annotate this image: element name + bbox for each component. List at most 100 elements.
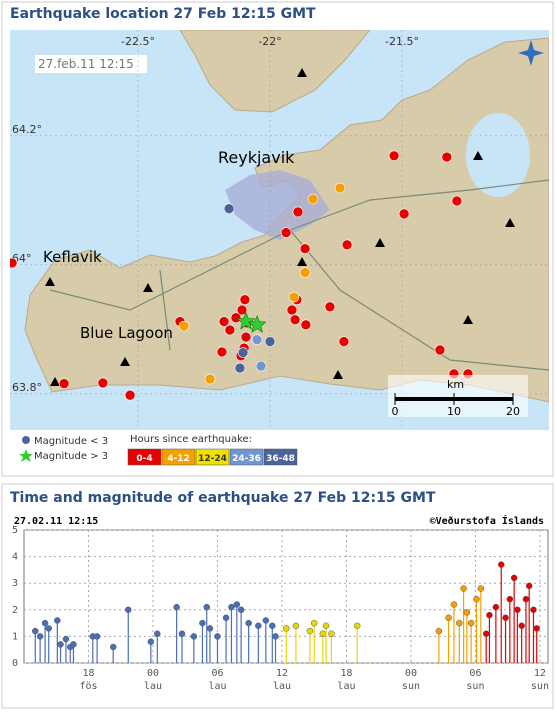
x-tick-label: 00 <box>405 668 417 679</box>
lon-label: -22° <box>258 35 281 48</box>
stem-head <box>93 633 101 640</box>
stem-head <box>206 625 214 632</box>
earthquake <box>334 182 346 194</box>
y-tick-label: 3 <box>12 578 18 589</box>
stem-head <box>518 622 525 630</box>
x-tick-day: fös <box>79 681 97 692</box>
earthquake <box>204 373 216 385</box>
earthquake <box>299 243 311 255</box>
stem-head <box>269 622 276 630</box>
earthquake <box>234 362 246 374</box>
stem-head <box>41 619 49 627</box>
station <box>505 218 515 227</box>
stem-head <box>147 638 155 645</box>
stem-head <box>255 622 262 630</box>
lat-label: 64.2° <box>12 123 42 136</box>
stem-head <box>54 617 61 624</box>
earthquake <box>288 291 300 303</box>
stem-head <box>310 619 318 627</box>
x-tick-label: 06 <box>469 668 481 679</box>
legend-class: 0-4 <box>136 454 152 464</box>
earthquake <box>280 227 292 238</box>
earthquake <box>178 320 190 332</box>
earthquake <box>255 360 267 372</box>
x-tick-day: sun <box>531 681 549 692</box>
lat-label: 63.8° <box>12 381 42 394</box>
stem-head <box>57 641 64 648</box>
stem-head <box>502 614 509 622</box>
earthquake <box>124 389 136 401</box>
station <box>297 257 307 266</box>
stem-head <box>497 561 505 568</box>
lake <box>466 113 530 197</box>
earthquake <box>239 294 251 305</box>
x-tick-day: sun <box>402 681 420 692</box>
y-tick-label: 2 <box>12 605 18 616</box>
legend-class: 24-36 <box>232 454 261 464</box>
compass <box>518 40 544 66</box>
stem-head <box>530 606 537 614</box>
stem-head <box>70 641 77 648</box>
x-tick-label: 06 <box>211 668 223 679</box>
scale-label: 20 <box>506 405 520 418</box>
stem-head <box>445 614 452 622</box>
stem-head <box>463 609 471 616</box>
earthquake <box>338 336 350 347</box>
earthquake <box>216 346 228 358</box>
earthquake <box>451 195 463 207</box>
y-tick-label: 5 <box>12 525 18 536</box>
chart-title: Time and magnitude of earthquake 27 Feb … <box>10 490 436 506</box>
timestamp: 27.feb.11 12:15 <box>38 57 134 71</box>
stem-head <box>522 595 530 603</box>
stem-head <box>460 585 467 592</box>
x-tick-label: 18 <box>340 668 352 679</box>
station <box>45 277 55 286</box>
place-label: Blue Lagoon <box>80 324 173 342</box>
stem-head <box>525 582 533 590</box>
stem-head <box>477 585 485 592</box>
lon-label: -21.5° <box>385 35 419 48</box>
legend-class: 12-24 <box>198 454 227 464</box>
legend-class: 4-12 <box>167 454 190 464</box>
earthquake <box>264 336 276 347</box>
stem-head <box>233 601 241 608</box>
stem-head <box>533 625 540 632</box>
earthquake <box>341 239 353 251</box>
map-frame: 27.feb.11 12:15 -22.5° -22° -21.5°64.2°64°… <box>10 30 549 430</box>
place-label: Reykjavik <box>218 148 295 167</box>
stem-head <box>173 603 180 611</box>
x-tick-label: 00 <box>147 668 159 679</box>
y-tick-label: 4 <box>12 552 18 563</box>
earthquake <box>324 301 336 313</box>
station <box>375 238 385 247</box>
chart-layer: 01234518fös00lau06lau12lau18lau00sun06su… <box>12 525 549 692</box>
stem-head <box>328 630 335 637</box>
y-tick-label: 0 <box>12 658 18 669</box>
legend-label: Magnitude < 3 <box>34 436 108 447</box>
stem-head <box>45 625 52 632</box>
earthquake <box>240 331 252 343</box>
stem-head <box>467 619 475 627</box>
stem-head <box>283 625 290 632</box>
stem-head <box>228 603 235 611</box>
stem-head <box>203 603 210 611</box>
legend-symbol <box>22 436 30 444</box>
earthquake <box>224 324 236 336</box>
earthquake <box>434 344 446 356</box>
station <box>50 377 60 386</box>
scale-unit: km <box>447 378 464 391</box>
x-tick-label: 12 <box>276 668 288 679</box>
earthquake <box>286 304 298 316</box>
x-tick-label: 18 <box>82 668 94 679</box>
y-tick-label: 1 <box>12 631 18 642</box>
lon-label: -22.5° <box>121 35 155 48</box>
timestamp-box <box>35 55 147 73</box>
earthquake <box>230 312 242 324</box>
legend-swatch <box>161 448 196 466</box>
stem-head <box>190 633 198 640</box>
earthquake <box>441 151 453 163</box>
stem-head <box>306 627 314 635</box>
legend-label: Magnitude > 3 <box>34 451 108 462</box>
chart-panel <box>1 483 554 709</box>
